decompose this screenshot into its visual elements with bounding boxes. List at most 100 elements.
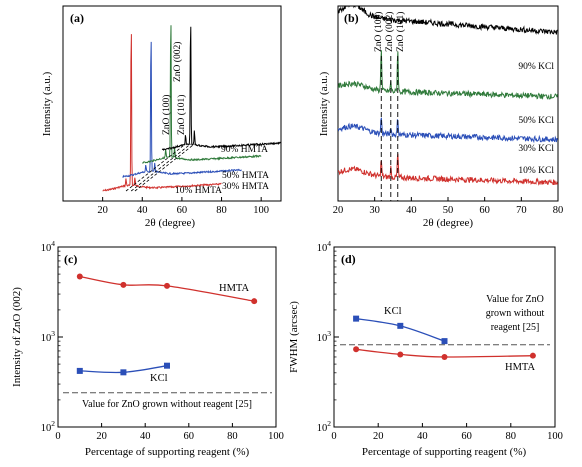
panel-b-x-axis-label: 2θ (degree) — [423, 217, 473, 229]
panel-b-peak-labels: ZnO (100) ZnO (002) ZnO (101) — [373, 12, 406, 52]
y-tick-label-1e2: 102 — [317, 419, 332, 434]
data-point-hmta-10 — [76, 273, 83, 280]
panel-a-peak-labels: ZnO (002) ZnO (100) ZnO (101) — [161, 42, 187, 135]
xrd-trace-90-hmta — [161, 26, 282, 151]
y-tick-label-1e3: 103 — [41, 329, 56, 344]
y-tick-label-1e4: 104 — [41, 239, 56, 254]
x-tick-label-100: 100 — [547, 431, 563, 442]
panel-c-axes: 0 20 40 60 80 100 102 103 104 — [41, 239, 284, 442]
panel-c-y-axis-label: Intensity of ZnO (002) — [11, 287, 23, 387]
data-point-hmta-30 — [397, 351, 404, 358]
panel-a-x-ticks: 20 40 60 80 100 — [97, 197, 269, 216]
panel-b: (b) 20 30 40 50 60 70 80 2θ (degree) Intensity… — [318, 5, 564, 229]
series-label-10-hmta: 10% HMTA — [175, 186, 222, 196]
x-tick-label-80: 80 — [227, 431, 238, 442]
xrd-trace-50-kcl — [338, 50, 558, 100]
series-line-hmta — [356, 348, 533, 358]
y-tick-label-1e3: 103 — [317, 329, 332, 344]
panel-d-x-axis-label: Percentage of supporting reagent (%) — [362, 446, 527, 458]
x-tick-label-0: 0 — [55, 431, 60, 442]
reference-label-line-3: reagent [25] — [491, 322, 540, 333]
peak-label-zno-101: ZnO (101) — [176, 95, 187, 135]
panel-c-series-label-kcl: KCl — [150, 373, 168, 384]
series-line-kcl — [355, 317, 445, 342]
x-tick-label-50: 50 — [443, 205, 454, 216]
peak-label-zno-002: ZnO (002) — [172, 42, 183, 82]
xrd-trace-30-kcl — [338, 117, 558, 144]
peak-label-zno-101: ZnO (101) — [395, 12, 406, 52]
series-label-90-hmta: 90% HMTA — [221, 145, 268, 155]
data-point-hmta-90 — [529, 352, 536, 359]
data-point-kcl-10 — [353, 315, 360, 322]
data-point-kcl-30 — [120, 369, 127, 376]
y-tick-label-1e4: 104 — [317, 239, 332, 254]
x-tick-label-30: 30 — [369, 205, 380, 216]
data-point-hmta-90 — [251, 298, 258, 305]
panel-a-y-axis-label: Intensity (a.u.) — [41, 71, 53, 136]
panel-a-series-labels: 90% HMTA 50% HMTA 30% HMTA 10% HMTA — [175, 145, 269, 196]
x-tick-label-40: 40 — [140, 431, 151, 442]
series-label-50-kcl: 50% KCl — [518, 116, 554, 126]
x-tick-label-100: 100 — [268, 431, 284, 442]
panel-a-traces — [102, 25, 282, 192]
panel-d: (d) 0 20 40 60 80 100 102 103 104 Percentage of … — [288, 239, 563, 458]
x-tick-label-80: 80 — [553, 205, 564, 216]
x-tick-label-20: 20 — [333, 205, 344, 216]
panel-c-label: (c) — [64, 252, 77, 266]
data-point-kcl-30 — [397, 322, 404, 329]
x-tick-label-60: 60 — [184, 431, 195, 442]
panel-d-reference-label: Value for ZnO grown without reagent [25] — [486, 294, 545, 333]
panel-d-frame — [333, 246, 556, 428]
panel-c-reference-label: Value for ZnO grown without reagent [25] — [82, 399, 252, 410]
panel-b-y-axis-label: Intensity (a.u.) — [318, 71, 330, 136]
data-point-kcl-10 — [76, 367, 83, 374]
series-label-90-kcl: 90% KCl — [518, 62, 554, 72]
peak-connector-0 — [125, 143, 186, 192]
data-point-hmta-50 — [441, 353, 448, 360]
panel-d-series — [353, 315, 536, 360]
x-tick-label-80: 80 — [506, 431, 517, 442]
y-tick-label-1e2: 102 — [41, 419, 56, 434]
peak-label-zno-100: ZnO (100) — [373, 12, 384, 52]
x-tick-label-80: 80 — [216, 205, 227, 216]
x-tick-label-40: 40 — [417, 431, 428, 442]
panel-a-frame — [62, 5, 282, 202]
x-tick-label-20: 20 — [96, 431, 107, 442]
x-tick-label-60: 60 — [177, 205, 188, 216]
data-point-kcl-50 — [441, 338, 448, 345]
data-point-hmta-30 — [120, 281, 127, 288]
series-label-50-hmta: 50% HMTA — [222, 171, 269, 181]
data-point-hmta-50 — [164, 282, 170, 289]
x-tick-label-70: 70 — [516, 205, 527, 216]
data-point-hmta-10 — [353, 346, 360, 353]
panel-d-y-axis-label: FWHM (arcsec) — [288, 301, 300, 373]
series-line-hmta — [79, 275, 255, 302]
x-tick-label-100: 100 — [253, 205, 269, 216]
panel-b-label: (b) — [344, 11, 359, 25]
panel-d-series-label-hmta: HMTA — [505, 362, 535, 373]
x-tick-label-40: 40 — [137, 205, 148, 216]
reference-label-line-1: Value for ZnO — [486, 294, 544, 305]
peak-connector-2 — [134, 143, 195, 192]
reference-label-line-2: grown without — [486, 308, 545, 319]
series-label-10-kcl: 10% KCl — [518, 166, 554, 176]
peak-connector-1 — [130, 143, 191, 192]
x-tick-label-60: 60 — [461, 431, 472, 442]
panel-d-axes: 0 20 40 60 80 100 102 103 104 — [317, 239, 563, 442]
panel-c: (c) 0 20 40 60 80 100 102 103 104 Percentage of … — [11, 239, 284, 458]
xrd-trace-50-hmta — [141, 25, 262, 164]
panel-a-label: (a) — [70, 11, 84, 25]
panel-b-peak-lines — [380, 56, 399, 201]
panel-c-series-label-hmta: HMTA — [219, 283, 249, 294]
panel-c-series — [76, 273, 258, 376]
peak-label-zno-002: ZnO (002) — [384, 12, 395, 52]
xrd-trace-10-kcl — [338, 153, 558, 186]
panel-c-x-axis-label: Percentage of supporting reagent (%) — [85, 446, 250, 458]
panel-b-traces — [338, 6, 558, 186]
panel-d-series-label-kcl: KCl — [384, 306, 402, 317]
x-tick-label-0: 0 — [331, 431, 336, 442]
x-tick-label-20: 20 — [373, 431, 384, 442]
series-label-30-hmta: 30% HMTA — [222, 182, 269, 192]
xrd-trace-10-hmta — [102, 34, 222, 192]
